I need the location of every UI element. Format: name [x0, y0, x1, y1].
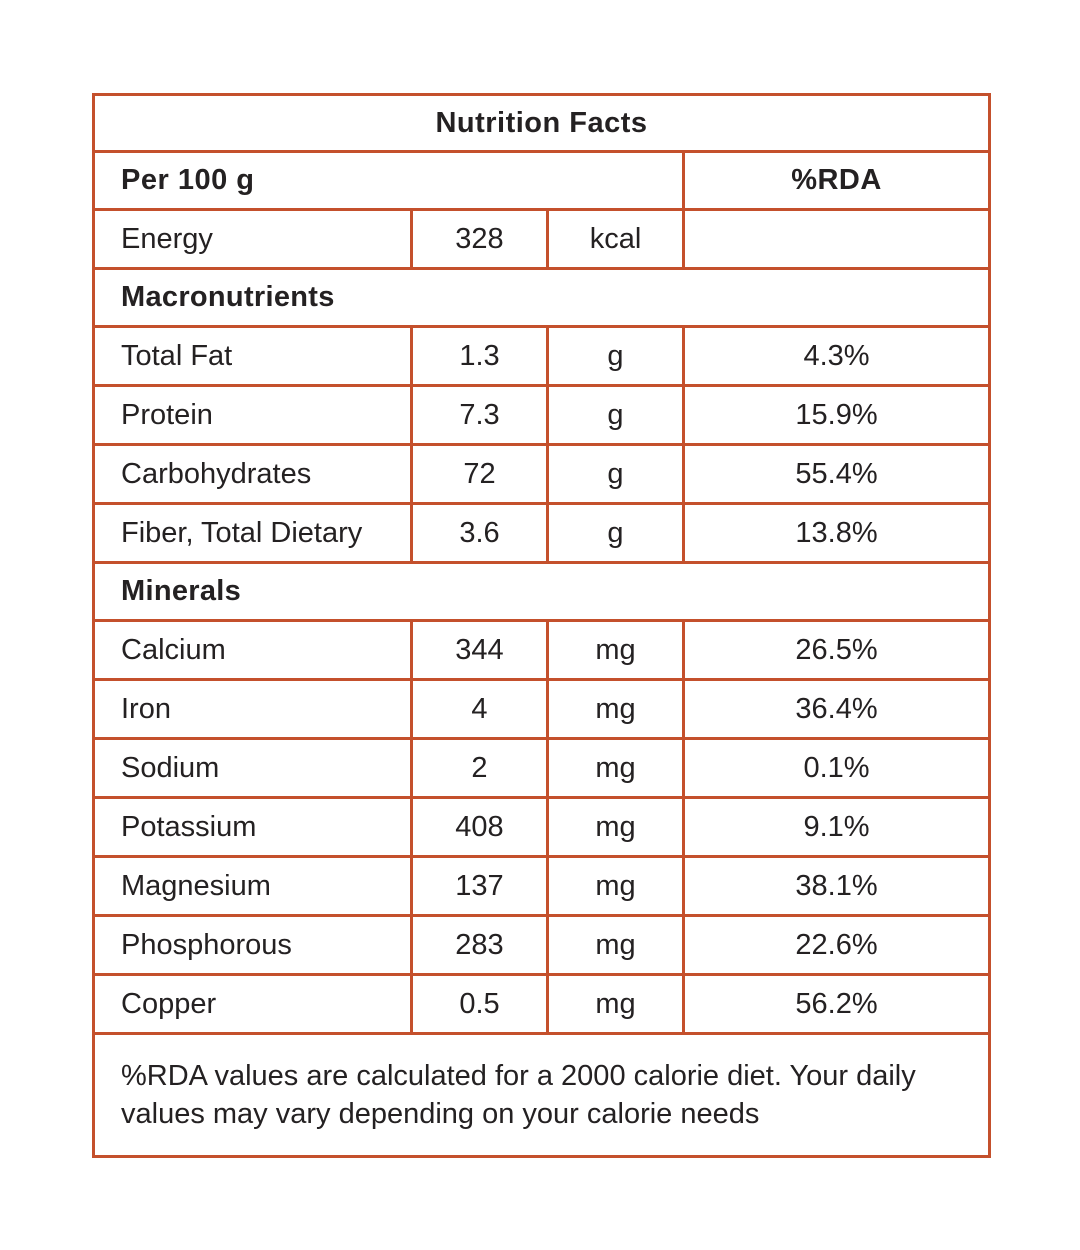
nutrient-label: Magnesium: [92, 855, 413, 917]
nutrient-label: Carbohydrates: [92, 443, 413, 505]
nutrient-rda: 38.1%: [682, 855, 991, 917]
nutrient-value: 3.6: [410, 502, 549, 564]
nutrient-unit: mg: [546, 796, 685, 858]
column-header-row: Per 100 g %RDA: [92, 150, 991, 211]
nutrient-rda: 4.3%: [682, 325, 991, 387]
serving-size-header: Per 100 g: [92, 150, 685, 211]
nutrient-label: Phosphorous: [92, 914, 413, 976]
nutrient-value: 7.3: [410, 384, 549, 446]
nutrient-rda: 0.1%: [682, 737, 991, 799]
table-title: Nutrition Facts: [92, 93, 991, 153]
nutrient-unit: g: [546, 443, 685, 505]
nutrient-rda: 55.4%: [682, 443, 991, 505]
nutrient-unit: g: [546, 384, 685, 446]
nutrient-unit: mg: [546, 855, 685, 917]
nutrient-row-calcium: Calcium 344 mg 26.5%: [92, 619, 991, 681]
nutrient-row-iron: Iron 4 mg 36.4%: [92, 678, 991, 740]
section-header-minerals: Minerals: [92, 561, 991, 622]
nutrient-row-phosphorous: Phosphorous 283 mg 22.6%: [92, 914, 991, 976]
nutrient-rda: 9.1%: [682, 796, 991, 858]
nutrient-row-potassium: Potassium 408 mg 9.1%: [92, 796, 991, 858]
nutrient-unit: mg: [546, 914, 685, 976]
nutrient-label: Potassium: [92, 796, 413, 858]
nutrient-unit: mg: [546, 737, 685, 799]
section-header-row-minerals: Minerals: [92, 561, 991, 622]
nutrient-value: 1.3: [410, 325, 549, 387]
rda-column-header: %RDA: [682, 150, 991, 211]
section-header-row-macronutrients: Macronutrients: [92, 267, 991, 328]
nutrient-value: 137: [410, 855, 549, 917]
nutrient-label: Protein: [92, 384, 413, 446]
nutrient-row-protein: Protein 7.3 g 15.9%: [92, 384, 991, 446]
nutrient-value: 328: [410, 208, 549, 270]
nutrient-unit: mg: [546, 678, 685, 740]
nutrient-rda: 13.8%: [682, 502, 991, 564]
title-row: Nutrition Facts: [92, 93, 991, 153]
nutrient-label: Copper: [92, 973, 413, 1035]
nutrient-rda: 22.6%: [682, 914, 991, 976]
nutrient-row-fiber: Fiber, Total Dietary 3.6 g 13.8%: [92, 502, 991, 564]
nutrient-row-sodium: Sodium 2 mg 0.1%: [92, 737, 991, 799]
nutrient-row-copper: Copper 0.5 mg 56.2%: [92, 973, 991, 1035]
nutrient-unit: g: [546, 325, 685, 387]
nutrient-unit: g: [546, 502, 685, 564]
nutrient-label: Total Fat: [92, 325, 413, 387]
nutrient-value: 0.5: [410, 973, 549, 1035]
nutrient-value: 4: [410, 678, 549, 740]
nutrient-value: 344: [410, 619, 549, 681]
nutrient-unit: kcal: [546, 208, 685, 270]
footnote-row: %RDA values are calculated for a 2000 ca…: [92, 1032, 991, 1158]
footnote: %RDA values are calculated for a 2000 ca…: [92, 1032, 991, 1158]
nutrient-rda: 26.5%: [682, 619, 991, 681]
nutrient-unit: mg: [546, 619, 685, 681]
nutrient-row-magnesium: Magnesium 137 mg 38.1%: [92, 855, 991, 917]
nutrient-rda: 56.2%: [682, 973, 991, 1035]
nutrient-rda: [682, 208, 991, 270]
nutrient-value: 2: [410, 737, 549, 799]
nutrient-rda: 15.9%: [682, 384, 991, 446]
nutrient-value: 72: [410, 443, 549, 505]
nutrient-label: Calcium: [92, 619, 413, 681]
nutrient-value: 408: [410, 796, 549, 858]
nutrient-unit: mg: [546, 973, 685, 1035]
nutrient-value: 283: [410, 914, 549, 976]
nutrient-label: Fiber, Total Dietary: [92, 502, 413, 564]
nutrient-row-carbohydrates: Carbohydrates 72 g 55.4%: [92, 443, 991, 505]
nutrient-label: Energy: [92, 208, 413, 270]
nutrient-rda: 36.4%: [682, 678, 991, 740]
nutrient-label: Iron: [92, 678, 413, 740]
nutrient-row-energy: Energy 328 kcal: [92, 208, 991, 270]
nutrient-row-total-fat: Total Fat 1.3 g 4.3%: [92, 325, 991, 387]
nutrition-facts-table: Nutrition Facts Per 100 g %RDA Energy 32…: [92, 93, 991, 1158]
section-header-macronutrients: Macronutrients: [92, 267, 991, 328]
nutrient-label: Sodium: [92, 737, 413, 799]
